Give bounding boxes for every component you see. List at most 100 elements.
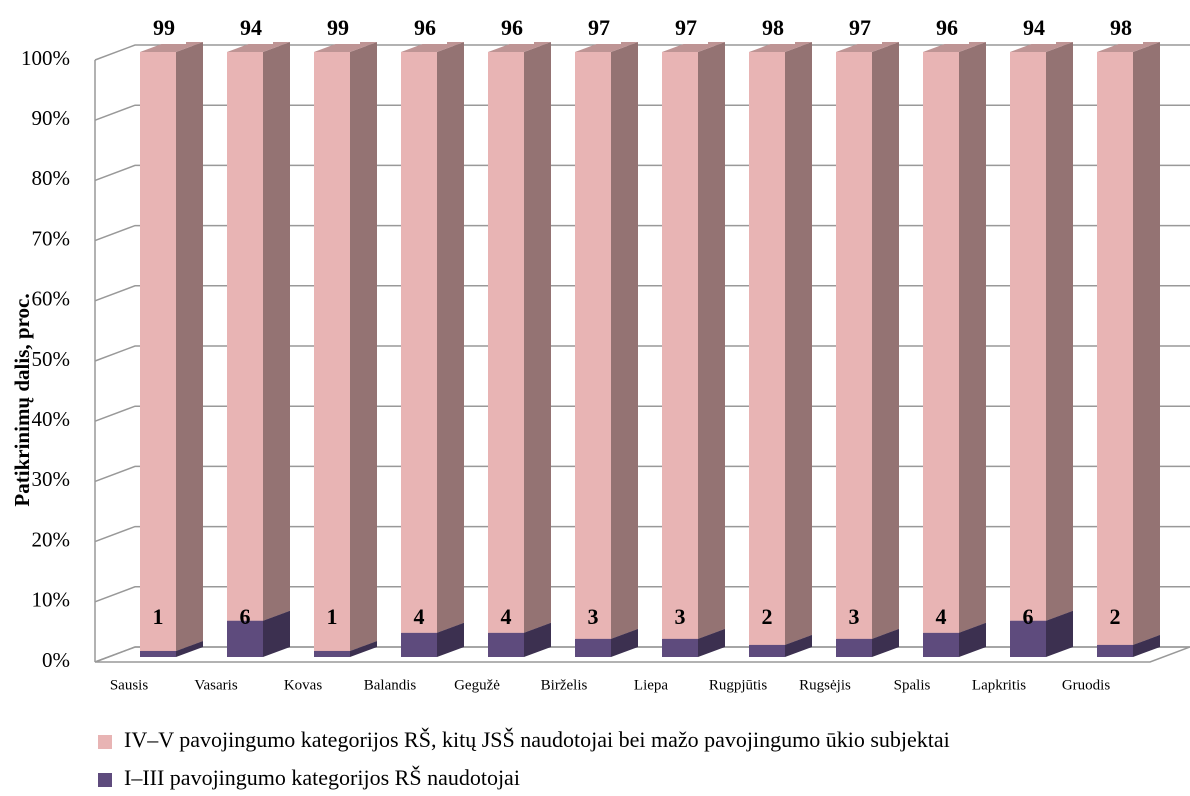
bar-side — [1133, 42, 1160, 645]
legend-label: I–III pavojingumo kategorijos RŠ naudoto… — [124, 765, 520, 790]
x-tick-label: Liepa — [634, 677, 668, 693]
legend-swatch — [98, 735, 112, 749]
x-tick-label: Spalis — [894, 677, 931, 693]
data-label: 6 — [1023, 604, 1034, 629]
bar-side — [698, 42, 725, 639]
bar-segment — [488, 42, 551, 633]
data-label-bg — [925, 14, 969, 44]
bar-side — [785, 42, 812, 645]
data-label-bg — [490, 14, 534, 44]
y-tick-label: 30% — [32, 467, 71, 491]
bar-side — [350, 640, 377, 657]
bar-front — [662, 638, 698, 657]
bar-front — [488, 632, 524, 657]
bar-front — [227, 620, 263, 657]
data-label: 2 — [762, 604, 773, 629]
y-tick-label: 50% — [32, 347, 71, 371]
bar-segment — [749, 42, 812, 645]
data-label-bg — [1099, 14, 1143, 44]
bar-segment — [227, 42, 290, 621]
bar-side — [1133, 634, 1160, 657]
data-label: 94 — [240, 15, 262, 40]
bar-top — [314, 42, 377, 52]
bar-segment — [314, 42, 377, 651]
data-label: 2 — [1110, 604, 1121, 629]
bar-top — [749, 42, 812, 52]
legend-swatch — [98, 773, 112, 787]
bar-top — [401, 42, 464, 52]
bar-side — [524, 42, 551, 633]
bar-front — [1010, 620, 1046, 657]
data-label: 6 — [240, 604, 251, 629]
data-label-bg — [403, 14, 447, 44]
bar-segment — [836, 42, 899, 639]
bar-side — [872, 628, 899, 657]
data-label: 99 — [327, 15, 349, 40]
bar-segment — [662, 42, 725, 639]
bar-front — [836, 638, 872, 657]
bar-front — [749, 644, 785, 657]
bar-side — [611, 628, 638, 657]
data-label-bg — [316, 14, 360, 44]
bar-segment — [140, 42, 203, 651]
bar-top — [140, 42, 203, 52]
bar-top — [662, 42, 725, 52]
x-tick-label: Rugpjūtis — [709, 677, 768, 693]
bar-top — [923, 42, 986, 52]
bar-front — [1097, 52, 1133, 645]
bar-front — [488, 52, 524, 633]
bar-side — [176, 640, 203, 657]
bar-segment — [575, 42, 638, 639]
bar-side — [263, 42, 290, 621]
data-label: 3 — [849, 604, 860, 629]
data-label-bg — [142, 14, 186, 44]
x-tick-label: Gruodis — [1062, 677, 1110, 693]
data-label: 1 — [327, 604, 338, 629]
bar-front — [836, 52, 872, 639]
y-tick-label: 10% — [32, 588, 71, 612]
data-label: 4 — [501, 604, 512, 629]
bar-segment — [1010, 42, 1073, 621]
bar-front — [575, 52, 611, 639]
grid-line — [94, 44, 1190, 61]
x-tick-label: Rugsėjis — [799, 677, 851, 693]
bar-front — [1097, 644, 1133, 657]
data-label: 1 — [153, 604, 164, 629]
legend-label: IV–V pavojingumo kategorijos RŠ, kitų JS… — [124, 727, 950, 752]
x-tick-label: Vasaris — [194, 677, 237, 693]
bar-side — [176, 42, 203, 651]
y-tick-label: 0% — [42, 648, 70, 672]
data-label: 3 — [675, 604, 686, 629]
bar-front — [314, 650, 350, 657]
bar-top — [227, 42, 290, 52]
bar-side — [524, 622, 551, 657]
data-label: 96 — [501, 15, 523, 40]
bar-front — [923, 52, 959, 633]
bar-side — [1046, 42, 1073, 621]
bar-side — [959, 42, 986, 633]
data-label: 98 — [762, 15, 784, 40]
bar-segment — [401, 42, 464, 633]
data-label: 97 — [588, 15, 610, 40]
y-tick-label: 70% — [32, 226, 71, 250]
data-label: 4 — [936, 604, 947, 629]
bar-side — [437, 42, 464, 633]
bar-front — [923, 632, 959, 657]
bar-front — [749, 52, 785, 645]
data-label: 4 — [414, 604, 425, 629]
data-label: 3 — [588, 604, 599, 629]
data-label: 94 — [1023, 15, 1045, 40]
x-tick-label: Balandis — [364, 677, 417, 693]
y-tick-label: 40% — [32, 407, 71, 431]
bar-segment — [923, 42, 986, 633]
bar-front — [575, 638, 611, 657]
data-label-bg — [664, 14, 708, 44]
bar-front — [1010, 52, 1046, 621]
bar-front — [314, 52, 350, 651]
x-tick-label: Gegužė — [454, 677, 500, 693]
bar-side — [872, 42, 899, 639]
bar-side — [350, 42, 377, 651]
bar-side — [959, 622, 986, 657]
data-label: 99 — [153, 15, 175, 40]
